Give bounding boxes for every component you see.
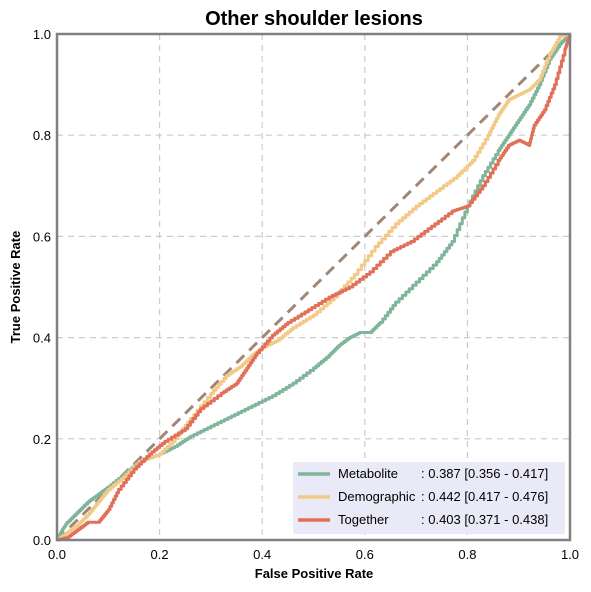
diagonal-layer [55, 32, 572, 542]
legend-auc-together: : 0.403 [0.371 - 0.438] [421, 512, 548, 527]
x-tick-label-2: 0.4 [253, 547, 271, 562]
x-tick-label-3: 0.6 [356, 547, 374, 562]
y-tick-label-2: 0.4 [33, 331, 51, 346]
legend: Metabolite : 0.387 [0.356 - 0.417] Demogra… [293, 462, 565, 534]
x-tick-label-1: 0.2 [151, 547, 169, 562]
x-axis-label: False Positive Rate [255, 566, 374, 581]
x-tick-labels: 0.0 0.2 0.4 0.6 0.8 1.0 [48, 547, 579, 562]
y-axis-label: True Positive Rate [8, 231, 23, 344]
y-tick-label-0: 0.0 [33, 533, 51, 548]
series-line-together [57, 34, 572, 542]
legend-name-demographic: Demographic [338, 489, 416, 504]
y-tick-label-4: 0.8 [33, 128, 51, 143]
x-tick-label-5: 1.0 [561, 547, 579, 562]
series-line-demographic [57, 32, 572, 542]
chart-title: Other shoulder lesions [205, 8, 423, 30]
x-tick-label-0: 0.0 [48, 547, 66, 562]
diagonal-reference-line [55, 32, 572, 542]
y-tick-labels: 0.0 0.2 0.4 0.6 0.8 1.0 [33, 27, 51, 548]
y-tick-label-3: 0.6 [33, 229, 51, 244]
legend-box [293, 462, 565, 534]
y-tick-label-1: 0.2 [33, 432, 51, 447]
series-layer [56, 32, 572, 542]
y-tick-label-5: 1.0 [33, 27, 51, 42]
plot-frame [55, 32, 572, 542]
x-tick-label-4: 0.8 [458, 547, 476, 562]
legend-name-together: Together [338, 512, 389, 527]
legend-auc-demographic: : 0.442 [0.417 - 0.476] [421, 489, 548, 504]
legend-auc-metabolite: : 0.387 [0.356 - 0.417] [421, 466, 548, 481]
legend-name-metabolite: Metabolite [338, 466, 398, 481]
